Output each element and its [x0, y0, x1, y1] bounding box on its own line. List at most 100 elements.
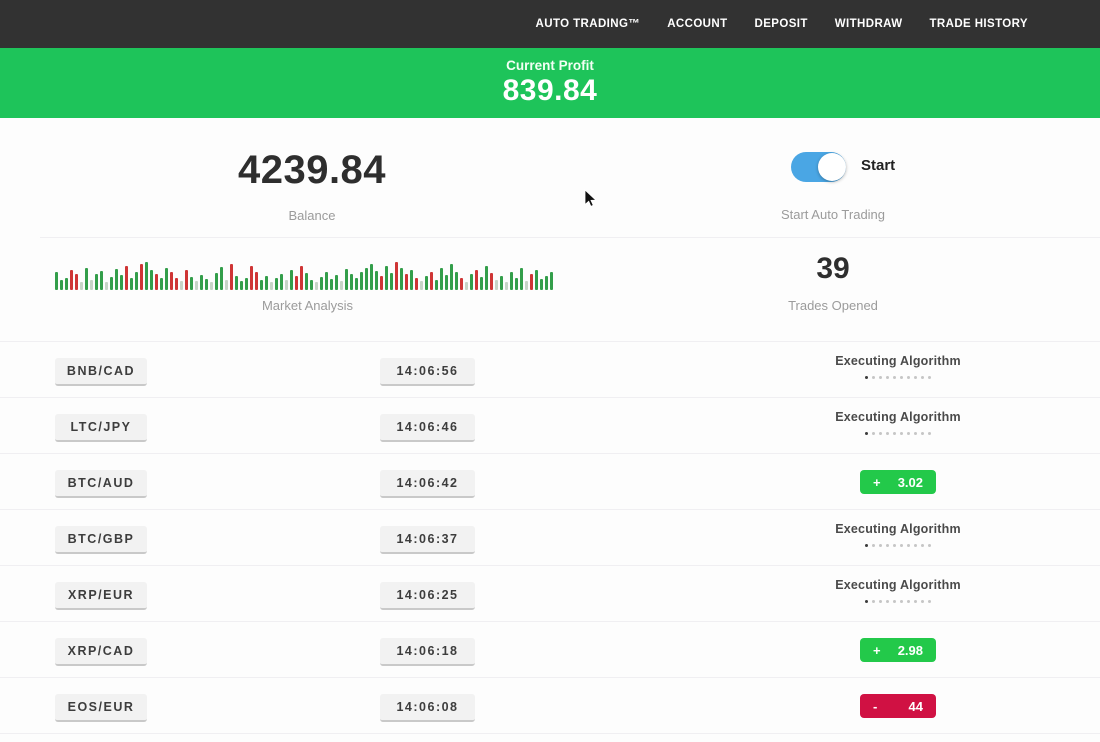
trade-row: XRP/EUR 14:06:25 Executing Algorithm	[0, 566, 1100, 622]
market-bar	[55, 272, 58, 290]
market-bar	[395, 262, 398, 290]
market-bar	[455, 272, 458, 290]
market-bar	[175, 278, 178, 290]
nav-item-trade-history[interactable]: TRADE HISTORY	[929, 18, 1028, 30]
toggle-knob	[818, 153, 846, 181]
market-bar	[475, 270, 478, 290]
profit-badge: +3.02	[860, 470, 936, 494]
profit-badge: +2.98	[860, 638, 936, 662]
nav-item-deposit[interactable]: DEPOSIT	[754, 18, 808, 30]
executing-algorithm-label: Executing Algorithm	[835, 522, 961, 536]
market-bar	[235, 276, 238, 290]
stats-row-bottom: Market Analysis 39 Trades Opened	[0, 238, 1100, 341]
market-bar	[410, 270, 413, 290]
nav-item-account[interactable]: ACCOUNT	[667, 18, 728, 30]
market-bar	[95, 274, 98, 290]
progress-dot	[914, 544, 917, 547]
market-bar	[550, 272, 553, 290]
market-bar	[145, 262, 148, 290]
market-bar	[400, 268, 403, 290]
market-bar	[405, 274, 408, 290]
market-bar	[295, 276, 298, 290]
trades-opened-value: 39	[816, 252, 850, 285]
time-badge: 14:06:25	[380, 582, 475, 610]
market-bar	[290, 270, 293, 290]
trade-status-cell: Executing Algorithm	[798, 510, 998, 566]
market-bar	[275, 278, 278, 290]
progress-dot	[900, 376, 903, 379]
market-bar	[340, 281, 343, 290]
progress-dot	[879, 432, 882, 435]
progress-dot	[879, 376, 882, 379]
progress-dot	[914, 376, 917, 379]
pair-badge: XRP/EUR	[55, 582, 147, 610]
market-bar	[320, 277, 323, 290]
market-bar	[310, 280, 313, 290]
current-profit-banner: Current Profit 839.84	[0, 48, 1100, 118]
market-bar	[305, 273, 308, 290]
balance-label: Balance	[288, 208, 336, 223]
trade-row: BTC/GBP 14:06:37 Executing Algorithm	[0, 510, 1100, 566]
progress-dot	[872, 376, 875, 379]
progress-dot	[886, 544, 889, 547]
market-bar	[535, 270, 538, 290]
progress-dot	[886, 600, 889, 603]
market-bar	[70, 270, 73, 290]
market-bar	[435, 280, 438, 290]
market-bar	[170, 272, 173, 290]
progress-dot	[879, 600, 882, 603]
trade-status-cell: Executing Algorithm	[798, 566, 998, 622]
auto-trading-toggle[interactable]	[791, 152, 846, 182]
market-bar	[155, 274, 158, 290]
market-bar	[385, 266, 388, 290]
market-bar	[360, 272, 363, 290]
market-bar	[190, 277, 193, 290]
progress-dot	[914, 600, 917, 603]
market-bar	[485, 266, 488, 290]
stats-row-top: 4239.84 Balance Start Start Auto Trading	[0, 118, 1100, 237]
result-sign: +	[873, 474, 881, 490]
progress-dot	[865, 376, 868, 379]
progress-dot	[928, 376, 931, 379]
progress-dot	[928, 432, 931, 435]
market-bar	[125, 266, 128, 290]
nav-item-auto-trading[interactable]: AUTO TRADING™	[535, 18, 641, 30]
nav-item-withdraw[interactable]: WITHDRAW	[834, 18, 903, 30]
trade-status-cell: +3.02	[798, 454, 998, 510]
trade-status-cell: - 44	[798, 678, 998, 734]
market-bar	[420, 281, 423, 290]
progress-dot	[907, 544, 910, 547]
pair-badge: EOS/EUR	[55, 694, 147, 722]
market-bar	[530, 274, 533, 290]
market-bar	[215, 273, 218, 290]
time-badge: 14:06:42	[380, 470, 475, 498]
market-analysis-label: Market Analysis	[261, 298, 354, 313]
progress-dot	[872, 600, 875, 603]
result-value: 3.02	[897, 474, 923, 490]
market-bar	[80, 282, 83, 290]
market-bar	[330, 279, 333, 290]
pair-badge: XRP/CAD	[55, 638, 147, 666]
pair-badge: BTC/AUD	[55, 470, 147, 498]
market-bar	[200, 275, 203, 290]
market-analysis-chart	[55, 260, 560, 290]
market-bar	[270, 282, 273, 290]
time-badge: 14:06:18	[380, 638, 475, 666]
market-bar	[250, 266, 253, 290]
trades-opened-label: Trades Opened	[788, 298, 878, 313]
trade-row: LTC/JPY 14:06:46 Executing Algorithm	[0, 398, 1100, 454]
market-bar	[85, 268, 88, 290]
progress-dot	[893, 544, 896, 547]
progress-dots	[798, 600, 998, 603]
market-bar	[240, 281, 243, 290]
progress-dot	[879, 544, 882, 547]
current-profit-label: Current Profit	[506, 58, 594, 73]
executing-algorithm-label: Executing Algorithm	[835, 578, 961, 592]
market-bar	[140, 264, 143, 290]
time-badge: 14:06:46	[380, 414, 475, 442]
market-bar	[255, 272, 258, 290]
market-bar	[160, 278, 163, 290]
market-bar	[480, 277, 483, 290]
market-bar	[500, 276, 503, 290]
market-bar	[285, 280, 288, 290]
